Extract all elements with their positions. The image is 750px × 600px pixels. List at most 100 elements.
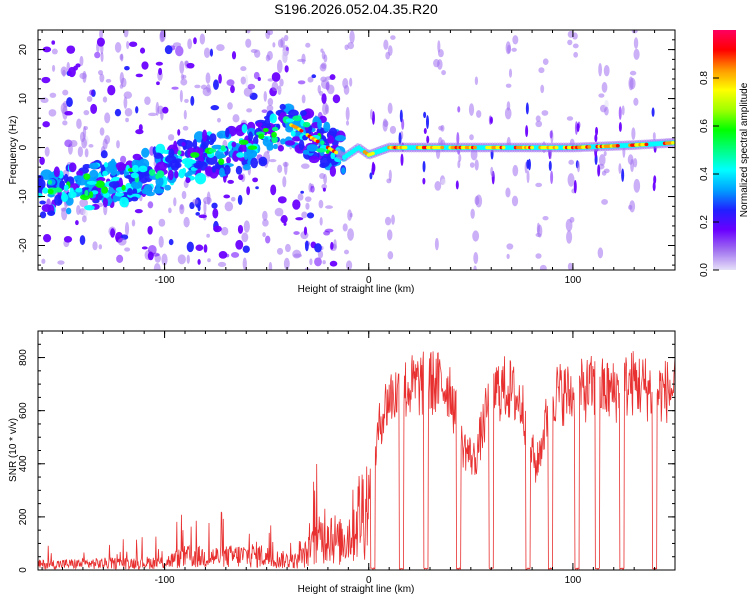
noise-blob bbox=[76, 205, 81, 216]
noise-streak bbox=[325, 104, 330, 114]
noise-streak bbox=[389, 125, 397, 134]
noise-streak bbox=[319, 217, 323, 226]
noise-blob bbox=[203, 47, 211, 58]
signal-core bbox=[177, 150, 182, 156]
signal-band bbox=[299, 110, 307, 117]
signal-band bbox=[141, 147, 150, 158]
spike bbox=[618, 106, 622, 120]
noise-streak bbox=[567, 173, 575, 187]
spike bbox=[401, 118, 405, 130]
colorbar-tick-label: 0.4 bbox=[699, 167, 710, 181]
noise-streak bbox=[262, 219, 269, 227]
noise-blob bbox=[42, 121, 50, 128]
noise-streak bbox=[349, 212, 353, 218]
noise-streak bbox=[263, 91, 268, 102]
signal-core bbox=[290, 130, 296, 137]
noise-streak bbox=[123, 30, 129, 38]
signal-band bbox=[155, 161, 167, 172]
signal-band bbox=[141, 188, 150, 195]
noise-blob bbox=[92, 241, 98, 251]
noise-blob bbox=[156, 81, 160, 86]
signal-core bbox=[285, 118, 294, 123]
noise-streak bbox=[440, 178, 447, 185]
y-tick-label: 200 bbox=[18, 508, 29, 525]
noise-streak bbox=[631, 30, 638, 34]
noise-blob bbox=[314, 243, 322, 253]
noise-blob bbox=[330, 241, 334, 250]
noise-streak bbox=[84, 148, 89, 158]
noise-streak bbox=[469, 162, 475, 168]
spike bbox=[369, 108, 373, 120]
signal-core bbox=[86, 180, 97, 185]
noise-blob bbox=[141, 246, 148, 250]
noise-streak bbox=[83, 109, 90, 116]
noise-streak bbox=[598, 62, 602, 77]
signal-band bbox=[334, 135, 346, 142]
noise-blob bbox=[269, 158, 277, 163]
signal-band bbox=[181, 167, 187, 174]
signal-band bbox=[119, 196, 130, 208]
noise-blob bbox=[304, 240, 309, 252]
signal-band bbox=[211, 165, 217, 173]
signal-core bbox=[130, 172, 139, 179]
x-tick-label: -100 bbox=[155, 275, 175, 286]
noise-blob bbox=[135, 106, 139, 114]
signal-core bbox=[238, 139, 249, 145]
signal-band bbox=[231, 141, 237, 148]
noise-streak bbox=[433, 58, 440, 68]
noise-blob bbox=[79, 198, 89, 208]
noise-blob bbox=[172, 42, 182, 48]
noise-streak bbox=[469, 134, 474, 141]
noise-blob bbox=[168, 207, 172, 214]
signal-band bbox=[82, 164, 92, 169]
noise-streak bbox=[504, 107, 512, 120]
noise-streak bbox=[76, 118, 82, 129]
noise-streak bbox=[598, 93, 605, 98]
noise-blob bbox=[51, 64, 56, 72]
noise-blob bbox=[94, 51, 101, 59]
snr-x-ticks: -100 0 100 bbox=[41, 331, 676, 586]
signal-band bbox=[112, 194, 118, 203]
noise-streak bbox=[180, 78, 188, 86]
spike bbox=[594, 134, 598, 143]
noise-streak bbox=[182, 125, 189, 131]
noise-streak bbox=[309, 258, 313, 266]
noise-blob bbox=[63, 236, 73, 243]
noise-blob bbox=[303, 226, 308, 236]
spike bbox=[422, 160, 426, 173]
noise-blob bbox=[66, 97, 73, 108]
noise-blob bbox=[297, 80, 306, 85]
noise-blob bbox=[218, 251, 228, 259]
noise-blob bbox=[321, 183, 328, 190]
y-tick-label: 800 bbox=[18, 349, 29, 366]
noise-blob bbox=[317, 84, 321, 94]
noise-blob bbox=[66, 45, 76, 54]
noise-blob bbox=[194, 84, 201, 89]
noise-blob bbox=[90, 103, 98, 114]
signal-band bbox=[192, 139, 198, 150]
signal-band bbox=[341, 167, 346, 175]
noise-streak bbox=[569, 216, 575, 223]
noise-streak bbox=[158, 235, 164, 248]
noise-blob bbox=[231, 51, 237, 60]
y-tick-label: 400 bbox=[18, 455, 29, 472]
noise-streak bbox=[540, 84, 545, 94]
noise-blob bbox=[285, 243, 291, 253]
noise-streak bbox=[283, 34, 289, 42]
noise-streak bbox=[603, 168, 610, 174]
colorbar-gradient bbox=[713, 30, 736, 270]
noise-streak bbox=[318, 199, 324, 209]
noise-blob bbox=[148, 112, 158, 117]
noise-blob bbox=[252, 177, 259, 183]
noise-blob bbox=[186, 241, 194, 253]
noise-blob bbox=[177, 254, 186, 265]
y-tick-label: -20 bbox=[18, 238, 29, 253]
signal-band bbox=[61, 193, 69, 202]
noise-blob bbox=[324, 228, 334, 233]
signal-core bbox=[320, 140, 325, 145]
signal-band bbox=[68, 162, 77, 173]
noise-streak bbox=[304, 196, 312, 202]
noise-streak bbox=[628, 76, 634, 91]
noise-streak bbox=[62, 89, 69, 96]
noise-blob bbox=[79, 55, 84, 67]
